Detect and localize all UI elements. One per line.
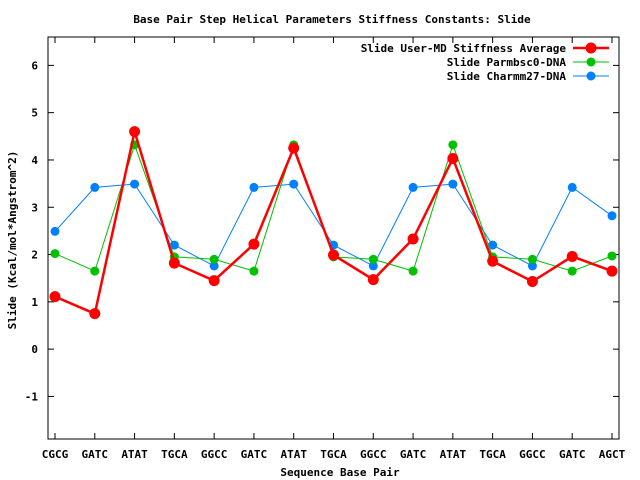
data-point bbox=[90, 266, 100, 276]
data-point bbox=[487, 255, 499, 267]
x-tick-label: TGCA bbox=[479, 448, 506, 461]
legend-swatch-marker bbox=[586, 71, 596, 81]
legend-swatch-marker bbox=[586, 57, 596, 67]
x-tick-label: TGCA bbox=[320, 448, 347, 461]
data-point bbox=[526, 276, 538, 288]
series-line bbox=[54, 126, 613, 316]
data-point bbox=[49, 291, 61, 303]
data-point bbox=[368, 254, 378, 264]
data-point bbox=[328, 249, 339, 261]
data-point bbox=[527, 254, 537, 264]
legend-label: Slide Charmm27-DNA bbox=[447, 70, 567, 83]
data-point bbox=[208, 275, 220, 287]
x-tick-label: TGCA bbox=[161, 448, 188, 461]
data-point bbox=[50, 249, 60, 259]
data-point bbox=[89, 308, 101, 320]
data-point bbox=[249, 182, 259, 192]
x-tick-label: GATC bbox=[559, 448, 586, 461]
legend-label: Slide User-MD Stiffness Average bbox=[361, 42, 567, 55]
x-tick-label: GGCC bbox=[360, 448, 387, 461]
y-tick-label: -1 bbox=[25, 390, 39, 403]
x-tick-label: GATC bbox=[82, 448, 109, 461]
series-layer bbox=[49, 126, 618, 320]
data-point bbox=[607, 211, 617, 221]
data-point bbox=[249, 266, 259, 276]
x-tick-label: CGCG bbox=[42, 448, 69, 461]
data-point bbox=[566, 250, 578, 262]
data-point bbox=[368, 261, 378, 271]
x-tick-label: ATAT bbox=[280, 448, 307, 461]
legend-label: Slide Parmbsc0-DNA bbox=[447, 56, 567, 69]
data-point bbox=[169, 240, 179, 250]
plot-area bbox=[47, 36, 620, 440]
data-point bbox=[407, 233, 419, 245]
y-tick-label: 0 bbox=[31, 343, 38, 356]
data-point bbox=[129, 126, 141, 138]
data-point bbox=[448, 179, 458, 189]
data-point bbox=[607, 251, 617, 261]
data-point bbox=[606, 265, 618, 277]
x-tick-label: GGCC bbox=[519, 448, 546, 461]
y-tick-label: 4 bbox=[31, 154, 38, 167]
axis-ticks: -1 0 1 2 3 4 5 6 CGCG GATC ATAT TGCA GGCC GATC ATAT TGC… bbox=[25, 37, 626, 461]
data-point bbox=[50, 226, 60, 236]
x-tick-label: AGCT bbox=[599, 448, 626, 461]
data-point bbox=[248, 238, 260, 250]
data-point bbox=[447, 153, 459, 165]
data-point bbox=[168, 257, 180, 269]
data-point bbox=[408, 266, 418, 276]
x-tick-label: GGCC bbox=[201, 448, 228, 461]
y-axis-label: Slide (Kcal/mol*Angstrom^2) bbox=[6, 151, 19, 330]
data-point bbox=[488, 240, 498, 250]
data-point bbox=[209, 254, 219, 264]
data-point bbox=[367, 274, 379, 286]
legend-swatch-marker bbox=[585, 42, 597, 54]
x-tick-label: ATAT bbox=[440, 448, 467, 461]
y-tick-label: 5 bbox=[31, 107, 38, 120]
x-axis-label: Sequence Base Pair bbox=[280, 466, 400, 479]
data-point bbox=[448, 140, 458, 150]
chart-title: Base Pair Step Helical Parameters Stiffn… bbox=[133, 13, 531, 26]
x-tick-label: GATC bbox=[241, 448, 268, 461]
data-point bbox=[130, 179, 140, 189]
data-point bbox=[90, 182, 100, 192]
y-tick-label: 2 bbox=[31, 249, 38, 262]
data-point bbox=[567, 266, 577, 276]
data-point bbox=[527, 261, 537, 271]
data-point bbox=[408, 182, 418, 192]
data-point bbox=[567, 182, 577, 192]
y-tick-label: 3 bbox=[31, 201, 38, 214]
x-tick-label: GATC bbox=[400, 448, 427, 461]
data-point bbox=[288, 142, 300, 154]
x-tick-label: ATAT bbox=[121, 448, 148, 461]
y-tick-label: 6 bbox=[31, 59, 38, 72]
y-tick-label: 1 bbox=[31, 296, 38, 309]
data-point bbox=[209, 261, 219, 271]
data-point bbox=[289, 179, 299, 189]
